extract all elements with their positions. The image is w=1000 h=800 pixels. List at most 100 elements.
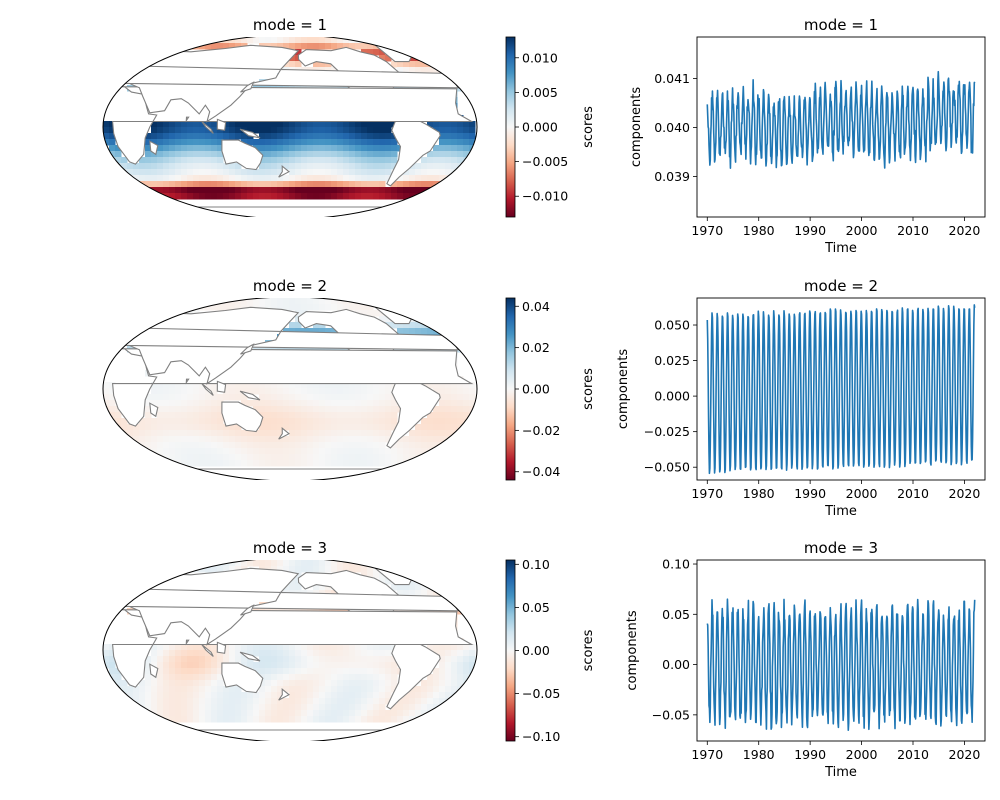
field-cell <box>259 644 266 651</box>
field-cell <box>421 181 428 188</box>
field-cell <box>415 175 422 182</box>
field-cell <box>379 454 386 461</box>
field-cell <box>151 121 158 128</box>
field-cell <box>355 394 362 401</box>
field-cell <box>439 608 446 615</box>
field-cell <box>403 692 410 699</box>
field-cell <box>355 692 362 699</box>
field-cell <box>301 187 308 194</box>
field-cell <box>217 418 224 425</box>
field-cell <box>211 418 218 425</box>
field-cell <box>343 710 350 717</box>
field-cell <box>265 454 272 461</box>
field-cell <box>271 674 278 681</box>
field-cell <box>265 686 272 693</box>
field-cell <box>415 61 422 68</box>
field-cell <box>181 163 188 170</box>
field-cell <box>181 424 188 431</box>
field-cell <box>289 418 296 425</box>
field-cell <box>253 704 260 711</box>
field-cell <box>355 382 362 389</box>
field-cell <box>223 394 230 401</box>
field-cell <box>241 448 248 455</box>
y-ticklabel: 0.05 <box>662 607 690 622</box>
coastline-south-america <box>386 114 441 187</box>
field-cell <box>403 193 410 200</box>
field-cell <box>301 43 308 50</box>
field-cell <box>157 680 164 687</box>
field-cell <box>259 442 266 449</box>
field-cell <box>157 650 164 657</box>
field-cell <box>415 710 422 717</box>
y-ticklabel: 0.025 <box>654 353 690 368</box>
field-cell <box>187 716 194 723</box>
field-cell <box>343 400 350 407</box>
field-cell <box>451 400 458 407</box>
field-cell <box>325 400 332 407</box>
field-cell <box>277 424 284 431</box>
field-cell <box>373 442 380 449</box>
line-title-1: mode = 1 <box>804 16 878 34</box>
field-cell <box>331 460 338 467</box>
field-cell <box>241 656 248 663</box>
field-cell <box>331 400 338 407</box>
field-cell <box>181 436 188 443</box>
field-cell <box>301 698 308 705</box>
field-cell <box>373 704 380 711</box>
field-cell <box>373 127 380 134</box>
field-cell <box>463 121 470 128</box>
field-cell <box>283 424 290 431</box>
field-cell <box>289 388 296 395</box>
field-cell <box>145 406 152 413</box>
field-cell <box>289 716 296 723</box>
field-cell <box>235 193 242 200</box>
field-cell <box>187 181 194 188</box>
field-cell <box>241 394 248 401</box>
field-cell <box>439 145 446 152</box>
field-cell <box>439 692 446 699</box>
field-cell <box>295 560 302 567</box>
field-cell <box>331 454 338 461</box>
field-cell <box>259 157 266 164</box>
field-cell <box>451 656 458 663</box>
field-cell <box>361 193 368 200</box>
field-cell <box>427 644 434 651</box>
field-cell <box>349 424 356 431</box>
field-cell <box>205 157 212 164</box>
field-cell <box>205 692 212 699</box>
field-cell <box>151 157 158 164</box>
field-cell <box>205 418 212 425</box>
field-cell <box>373 674 380 681</box>
field-cell <box>163 430 170 437</box>
field-cell <box>163 145 170 152</box>
field-cell <box>361 145 368 152</box>
field-cell <box>385 400 392 407</box>
x-ticklabel: 2000 <box>846 223 878 238</box>
field-cell <box>295 322 302 329</box>
field-cell <box>367 424 374 431</box>
field-cell <box>373 460 380 467</box>
field-cell <box>283 406 290 413</box>
field-cell <box>385 169 392 176</box>
field-cell <box>337 133 344 140</box>
field-cell <box>349 187 356 194</box>
y-ticklabel: 0.040 <box>654 120 690 135</box>
field-cell <box>169 704 176 711</box>
field-cell <box>157 430 164 437</box>
field-cell <box>175 656 182 663</box>
field-cell <box>259 388 266 395</box>
field-cell <box>223 716 230 723</box>
field-cell <box>133 692 140 699</box>
field-cell <box>415 590 422 597</box>
field-cell <box>313 430 320 437</box>
field-cell <box>259 460 266 467</box>
field-cell <box>175 406 182 413</box>
field-cell <box>289 566 296 573</box>
field-cell <box>361 674 368 681</box>
field-cell <box>253 298 260 305</box>
field-cell <box>337 686 344 693</box>
field-cell <box>415 169 422 176</box>
field-cell <box>349 442 356 449</box>
field-cell <box>451 406 458 413</box>
field-cell <box>157 674 164 681</box>
